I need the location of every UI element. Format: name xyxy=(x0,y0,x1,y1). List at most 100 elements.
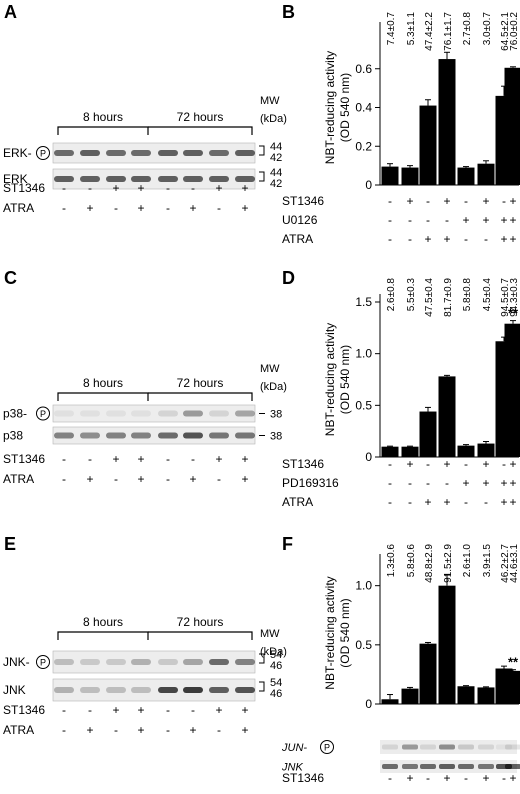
treatment-sign: - xyxy=(388,457,392,471)
mw-marker-tick xyxy=(259,681,265,692)
treatment-sign: - xyxy=(191,181,195,195)
treatment-sign: + xyxy=(509,457,516,471)
treatment-sign: + xyxy=(86,472,93,486)
treatment-sign: - xyxy=(62,723,66,737)
percent-label: 7.4±0.7 xyxy=(386,12,397,46)
treatment-sign: - xyxy=(388,194,392,208)
band xyxy=(158,432,178,439)
phospho-letter: P xyxy=(40,409,46,419)
treatment-sign: + xyxy=(137,201,144,215)
treatment-sign: + xyxy=(462,476,469,490)
treatment-sign: + xyxy=(509,771,516,785)
treatment-sign: - xyxy=(62,181,66,195)
percent-label: 46.2±2.7 xyxy=(500,544,511,583)
band xyxy=(209,687,229,693)
treatment-sign: + xyxy=(189,723,196,737)
mw-marker-tick xyxy=(259,145,265,156)
treatment-sign: + xyxy=(443,232,450,246)
band xyxy=(183,176,203,182)
mw-label: MW xyxy=(260,95,280,107)
treatment-sign: - xyxy=(464,771,468,785)
treatment-sign: + xyxy=(443,457,450,471)
time-label-early: 8 hours xyxy=(83,110,123,124)
treatment-sign: + xyxy=(482,213,489,227)
treatment-sign: + xyxy=(137,703,144,717)
phospho-circle xyxy=(320,740,334,754)
treatment-sign: + xyxy=(500,213,507,227)
percent-label: 5.8±0.6 xyxy=(406,544,417,578)
band xyxy=(80,150,100,156)
bar xyxy=(419,411,437,457)
treatment-sign: + xyxy=(215,703,222,717)
band xyxy=(235,432,255,439)
treatment-label: ST1346 xyxy=(282,194,324,208)
bar xyxy=(401,446,419,457)
treatment-sign: - xyxy=(88,181,92,195)
mw-marker: 38 xyxy=(270,431,282,443)
treatment-sign: + xyxy=(189,201,196,215)
y-axis-label-unit: (OD 540 nm) xyxy=(338,73,352,142)
phospho-icon: P xyxy=(320,740,334,754)
y-tick-label: 0.6 xyxy=(355,62,372,76)
phospho-circle xyxy=(36,655,50,669)
band xyxy=(80,432,100,439)
treatment-label: U0126 xyxy=(282,213,318,227)
bracket-early xyxy=(57,126,149,135)
treatment-label: ATRA xyxy=(282,495,313,509)
treatment-label: ATRA xyxy=(282,232,313,246)
y-tick-label: 0 xyxy=(365,178,372,192)
band xyxy=(439,764,455,769)
band xyxy=(496,744,512,750)
mw-marker: 42 xyxy=(270,178,282,190)
blot-membrane xyxy=(380,740,517,754)
phospho-letter: P xyxy=(324,743,330,753)
percent-label: 48.8±2.9 xyxy=(424,544,435,583)
y-axis-label-unit: (OD 540 nm) xyxy=(338,345,352,414)
band xyxy=(131,687,151,693)
panel-letter-A: A xyxy=(4,2,17,22)
phospho-circle xyxy=(36,146,50,160)
treatment-sign: - xyxy=(114,723,118,737)
phospho-icon: P xyxy=(36,406,50,421)
treatment-sign: - xyxy=(217,472,221,486)
treatment-sign: - xyxy=(62,452,66,466)
treatment-sign: - xyxy=(426,771,430,785)
treatment-sign: + xyxy=(241,452,248,466)
mw-label: MW xyxy=(260,363,280,375)
y-axis-label-unit: (OD 540 nm) xyxy=(338,598,352,667)
treatment-sign: + xyxy=(112,452,119,466)
bar xyxy=(438,585,456,704)
treatment-sign: - xyxy=(166,472,170,486)
bar xyxy=(381,166,399,185)
band xyxy=(183,687,203,693)
treatment-sign: + xyxy=(241,201,248,215)
band xyxy=(106,687,126,693)
treatment-sign: + xyxy=(406,194,413,208)
panel-letter-C: C xyxy=(4,268,17,288)
band xyxy=(209,432,229,439)
band xyxy=(54,687,74,693)
treatment-sign: - xyxy=(114,472,118,486)
treatment-label: ST1346 xyxy=(282,457,324,471)
panel-letter-B: B xyxy=(282,2,295,22)
blot-label: p38- xyxy=(3,407,27,421)
blot-label: ERK xyxy=(3,172,28,186)
mw-marker: 54 xyxy=(270,677,282,689)
treatment-sign: + xyxy=(462,213,469,227)
band xyxy=(80,659,100,665)
band xyxy=(209,410,229,417)
treatment-label: ST1346 xyxy=(3,703,45,717)
y-tick-label: 0.5 xyxy=(355,638,372,652)
treatment-sign: + xyxy=(137,452,144,466)
band xyxy=(183,659,203,665)
treatment-sign: + xyxy=(241,181,248,195)
band xyxy=(183,150,203,156)
treatment-sign: + xyxy=(482,771,489,785)
mw-marker: 54 xyxy=(270,649,282,661)
blot-0 xyxy=(52,404,265,423)
treatment-sign: - xyxy=(426,194,430,208)
bar xyxy=(457,445,475,457)
y-tick-label: 0.4 xyxy=(355,101,372,115)
treatment-label: ATRA xyxy=(3,723,34,737)
bar xyxy=(477,443,495,457)
